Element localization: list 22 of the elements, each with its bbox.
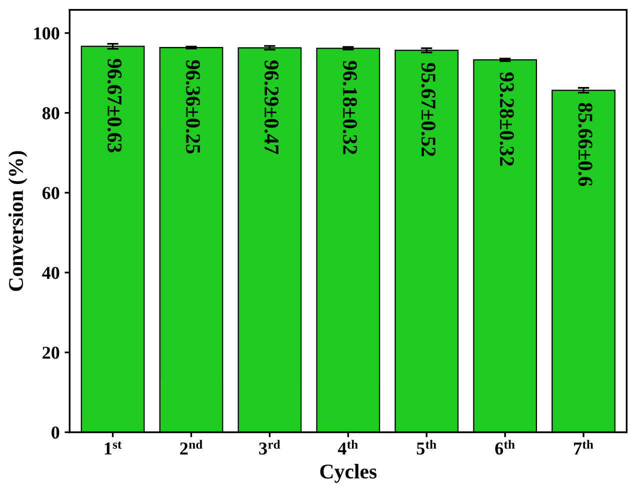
data-label: 96.36±0.25 <box>186 60 200 154</box>
x-tick-label: 2$^{nd}$ <box>180 440 202 454</box>
x-tick-label: 3$^{rd}$ <box>259 440 280 455</box>
y-tick-label: 0 <box>52 426 60 439</box>
y-tick-label: 20 <box>42 346 60 359</box>
y-tick-label: 40 <box>42 266 60 280</box>
x-tick-label: 4$^{th}$ <box>338 440 358 454</box>
data-label: 85.66±0.6 <box>578 102 592 186</box>
x-tick-label: 5$^{th}$ <box>416 440 436 455</box>
y-tick-label: 60 <box>42 186 60 200</box>
x-axis-title: Cycles <box>320 464 377 483</box>
data-label: 96.67±0.63 <box>107 58 122 152</box>
data-label: 95.67±0.52 <box>421 62 436 156</box>
data-label: 93.28±0.32 <box>500 72 514 166</box>
x-tick-label: 6$^{th}$ <box>495 440 515 455</box>
y-tick-label: 100 <box>34 27 60 40</box>
data-label: 96.18±0.32 <box>342 60 357 154</box>
y-axis-title: Conversion (%) <box>8 151 28 291</box>
y-tick-label: 80 <box>42 107 60 120</box>
x-tick-label: 1$^{st}$ <box>104 442 122 454</box>
x-tick-label: 7$^{th}$ <box>574 440 594 454</box>
data-label: 96.29±0.47 <box>264 60 279 154</box>
